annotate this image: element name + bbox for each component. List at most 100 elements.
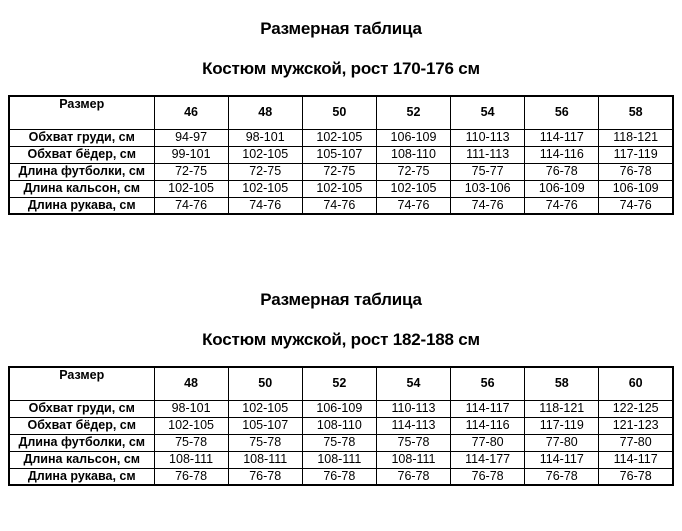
table-cell: 111-113 xyxy=(450,145,526,164)
table-cell: 122-125 xyxy=(598,399,674,418)
section-subtitle: Костюм мужской, рост 182-188 см xyxy=(202,330,480,349)
table-cell: 77-80 xyxy=(524,433,600,452)
table-row: Обхват груди, см 98-101 102-105 106-109 110-… xyxy=(8,399,674,418)
table-cell: 74-76 xyxy=(301,196,377,215)
table-cell: 114-113 xyxy=(375,416,452,435)
size-table-section-170-176: Размерная таблица Костюм мужской, рост 1… xyxy=(0,0,682,215)
size-column-header: 50 xyxy=(227,366,303,401)
table-cell: 102-105 xyxy=(227,399,303,418)
table-cell: 76-78 xyxy=(153,467,229,486)
table-cell: 110-113 xyxy=(450,128,526,147)
size-column-header: 56 xyxy=(524,95,600,130)
table-cell: 118-121 xyxy=(524,399,600,418)
table-cell: 76-78 xyxy=(524,162,600,181)
table-header-row: Размер 46 48 50 52 54 56 58 xyxy=(8,95,674,130)
size-column-header: 52 xyxy=(301,366,377,401)
table-row: Длина футболки, см 72-75 72-75 72-75 72-75 75… xyxy=(8,162,674,181)
row-label: Обхват груди, см xyxy=(8,399,155,418)
table-cell: 102-105 xyxy=(227,145,303,164)
table-cell: 110-113 xyxy=(375,399,452,418)
row-label: Обхват груди, см xyxy=(8,128,155,147)
table-row: Длина рукава, см 74-76 74-76 74-76 74-76 74-7… xyxy=(8,196,674,215)
table-cell: 76-78 xyxy=(450,467,526,486)
size-column-header: 54 xyxy=(375,366,452,401)
row-label: Длина рукава, см xyxy=(8,196,155,215)
table-cell: 72-75 xyxy=(375,162,452,181)
table-cell: 74-76 xyxy=(524,196,600,215)
size-column-header: 48 xyxy=(227,95,303,130)
size-column-header: 48 xyxy=(153,366,229,401)
table-cell: 108-111 xyxy=(375,450,452,469)
size-column-header: 56 xyxy=(450,366,526,401)
table-header-row: Размер 48 50 52 54 56 58 60 xyxy=(8,366,674,401)
section-title: Размерная таблица xyxy=(260,19,422,38)
size-corner-label: Размер xyxy=(8,366,155,401)
table-cell: 74-76 xyxy=(598,196,674,215)
table-cell: 75-78 xyxy=(301,433,377,452)
size-column-header: 60 xyxy=(598,366,674,401)
table-cell: 75-78 xyxy=(153,433,229,452)
table-cell: 102-105 xyxy=(153,416,229,435)
table-cell: 72-75 xyxy=(153,162,229,181)
table-cell: 76-78 xyxy=(227,467,303,486)
row-label: Обхват бёдер, см xyxy=(8,416,155,435)
table-cell: 106-109 xyxy=(301,399,377,418)
table-cell: 108-111 xyxy=(301,450,377,469)
table-row: Обхват груди, см 94-97 98-101 102-105 106-10… xyxy=(8,128,674,147)
table-cell: 105-107 xyxy=(301,145,377,164)
table-cell: 72-75 xyxy=(227,162,303,181)
table-cell: 102-105 xyxy=(301,128,377,147)
table-cell: 77-80 xyxy=(598,433,674,452)
table-row: Длина кальсон, см 108-111 108-111 108-111 10… xyxy=(8,450,674,469)
table-cell: 106-109 xyxy=(375,128,452,147)
size-corner-label: Размер xyxy=(8,95,155,130)
table-cell: 77-80 xyxy=(450,433,526,452)
section-title: Размерная таблица xyxy=(260,290,422,309)
size-column-header: 58 xyxy=(598,95,674,130)
table-row: Обхват бёдер, см 99-101 102-105 105-107 108-… xyxy=(8,145,674,164)
table-row: Обхват бёдер, см 102-105 105-107 108-110 114… xyxy=(8,416,674,435)
table-cell: 114-117 xyxy=(524,450,600,469)
row-label: Обхват бёдер, см xyxy=(8,145,155,164)
table-cell: 99-101 xyxy=(153,145,229,164)
table-cell: 74-76 xyxy=(227,196,303,215)
size-column-header: 54 xyxy=(450,95,526,130)
table-cell: 74-76 xyxy=(153,196,229,215)
table-cell: 98-101 xyxy=(153,399,229,418)
table-cell: 117-119 xyxy=(524,416,600,435)
table-cell: 114-117 xyxy=(524,128,600,147)
table-cell: 102-105 xyxy=(227,179,303,198)
table-cell: 94-97 xyxy=(153,128,229,147)
table-cell: 98-101 xyxy=(227,128,303,147)
table-cell: 108-110 xyxy=(375,145,452,164)
table-cell: 108-111 xyxy=(153,450,229,469)
table-cell: 118-121 xyxy=(598,128,674,147)
table-cell: 106-109 xyxy=(524,179,600,198)
table-cell: 75-77 xyxy=(450,162,526,181)
table-cell: 117-119 xyxy=(598,145,674,164)
table-cell: 75-78 xyxy=(227,433,303,452)
size-table: Размер 46 48 50 52 54 56 58 Обхват груди, см 94-… xyxy=(8,95,674,215)
table-cell: 114-116 xyxy=(524,145,600,164)
table-cell: 103-106 xyxy=(450,179,526,198)
table-row: Длина футболки, см 75-78 75-78 75-78 75-78 77… xyxy=(8,433,674,452)
row-label: Длина футболки, см xyxy=(8,162,155,181)
table-cell: 102-105 xyxy=(153,179,229,198)
table-cell: 74-76 xyxy=(375,196,452,215)
size-table: Размер 48 50 52 54 56 58 60 Обхват груди, см 98-… xyxy=(8,366,674,486)
table-cell: 108-110 xyxy=(301,416,377,435)
size-column-header: 58 xyxy=(524,366,600,401)
table-row: Длина рукава, см 76-78 76-78 76-78 76-78 76-7… xyxy=(8,467,674,486)
table-cell: 114-117 xyxy=(450,399,526,418)
size-column-header: 52 xyxy=(375,95,452,130)
table-cell: 76-78 xyxy=(598,162,674,181)
table-cell: 76-78 xyxy=(524,467,600,486)
table-cell: 76-78 xyxy=(598,467,674,486)
table-row: Длина кальсон, см 102-105 102-105 102-105 10… xyxy=(8,179,674,198)
size-column-header: 50 xyxy=(301,95,377,130)
table-cell: 108-111 xyxy=(227,450,303,469)
size-column-header: 46 xyxy=(153,95,229,130)
table-cell: 74-76 xyxy=(450,196,526,215)
table-cell: 105-107 xyxy=(227,416,303,435)
